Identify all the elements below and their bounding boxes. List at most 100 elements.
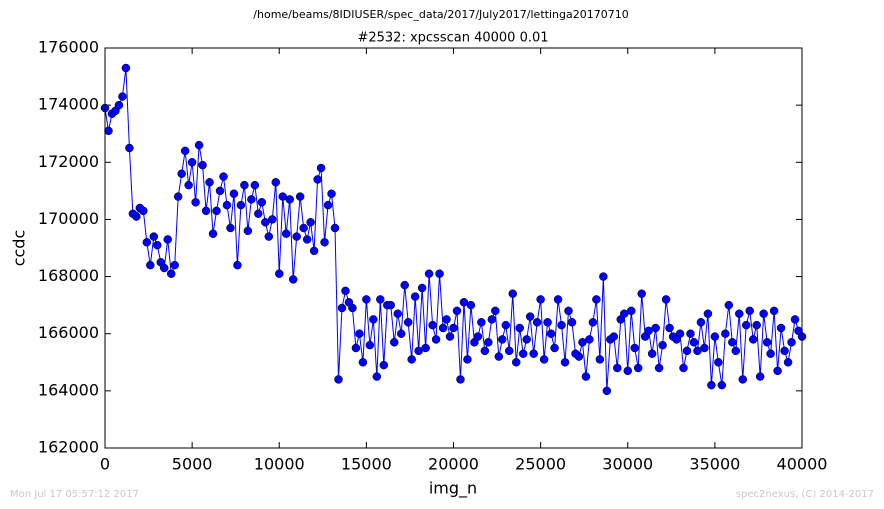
data-point <box>281 229 291 238</box>
data-point <box>417 283 427 293</box>
data-point <box>707 380 716 390</box>
data-point <box>787 338 796 347</box>
y-tick-label: 176000 <box>38 38 99 57</box>
data-point <box>445 332 455 341</box>
data-point <box>689 338 699 347</box>
data-point <box>776 323 786 333</box>
data-point <box>505 346 514 356</box>
data-point <box>118 92 127 101</box>
data-point <box>564 306 573 316</box>
data-point <box>595 355 605 364</box>
data-point <box>682 346 692 356</box>
data-point <box>386 300 396 310</box>
x-tick-label: 0 <box>100 455 110 474</box>
data-point <box>773 366 782 376</box>
data-point <box>226 223 235 233</box>
data-point <box>355 329 364 338</box>
data-point <box>522 335 531 344</box>
data-point <box>313 175 322 184</box>
data-point <box>602 386 612 396</box>
data-point <box>748 335 758 344</box>
data-point <box>236 200 246 210</box>
data-point <box>665 323 674 333</box>
data-point <box>609 332 619 341</box>
data-point <box>696 318 706 327</box>
x-tick-label: 10000 <box>254 455 305 474</box>
data-point <box>309 246 319 256</box>
data-point <box>484 338 493 347</box>
data-point <box>376 295 385 304</box>
data-point <box>166 269 176 278</box>
data-point <box>341 286 350 296</box>
data-point <box>738 375 748 384</box>
data-point <box>104 126 113 136</box>
data-point <box>623 366 632 376</box>
data-point <box>735 309 744 318</box>
data-point <box>435 269 444 278</box>
data-point <box>410 292 420 301</box>
data-point <box>288 275 298 284</box>
data-point <box>700 343 709 353</box>
data-point <box>560 358 570 367</box>
data-point <box>173 192 183 201</box>
data-point <box>292 232 301 241</box>
x-tick-label: 20000 <box>428 455 479 474</box>
data-point <box>334 375 343 384</box>
data-point <box>212 206 221 216</box>
data-point <box>550 343 559 353</box>
data-point <box>184 180 193 190</box>
y-tick-label: 166000 <box>38 323 99 342</box>
data-point <box>546 329 556 338</box>
chart-title: #2532: xpcsscan 40000 0.01 <box>357 31 548 46</box>
data-point <box>285 195 294 204</box>
data-point <box>358 358 368 367</box>
data-point <box>463 355 472 364</box>
data-point <box>661 295 671 304</box>
y-axis-label: ccdc <box>10 230 29 267</box>
data-point <box>222 200 232 210</box>
data-point <box>675 329 685 338</box>
data-point <box>271 178 281 187</box>
data-point <box>327 189 336 198</box>
y-tick-label: 162000 <box>38 438 99 457</box>
data-point <box>372 372 382 381</box>
y-tick-label: 172000 <box>38 152 99 171</box>
data-point <box>170 260 179 270</box>
footer-left: Mon Jul 17 05:57:12 2017 <box>10 489 139 500</box>
x-tick-label: 30000 <box>602 455 653 474</box>
data-point <box>710 332 720 341</box>
data-point <box>599 272 608 281</box>
data-point <box>121 63 131 73</box>
data-point <box>585 335 594 344</box>
data-point <box>714 358 723 367</box>
data-point <box>525 312 535 321</box>
data-point <box>428 320 437 330</box>
data-point <box>201 206 211 216</box>
data-point <box>721 329 730 338</box>
data-point <box>703 309 713 318</box>
data-point <box>724 300 734 310</box>
data-point <box>351 343 361 353</box>
data-point <box>163 235 172 244</box>
data-point <box>633 363 643 373</box>
data-point <box>275 269 284 278</box>
data-point <box>142 238 152 247</box>
data-point <box>250 180 260 190</box>
data-point <box>553 295 563 304</box>
data-point <box>257 198 267 207</box>
x-axis-label: img_n <box>429 479 477 499</box>
data-point <box>511 358 521 367</box>
y-tick-label: 168000 <box>38 266 99 285</box>
data-point <box>233 260 242 270</box>
data-point <box>567 318 577 327</box>
data-point <box>421 343 430 353</box>
data-point <box>247 195 256 204</box>
data-point <box>198 160 207 170</box>
data-point <box>302 235 312 244</box>
data-point <box>592 295 601 304</box>
footer-right: spec2nexus, (C) 2014-2017 <box>736 489 874 500</box>
data-point <box>240 180 249 190</box>
x-tick-label: 25000 <box>515 455 566 474</box>
data-point <box>219 172 228 181</box>
